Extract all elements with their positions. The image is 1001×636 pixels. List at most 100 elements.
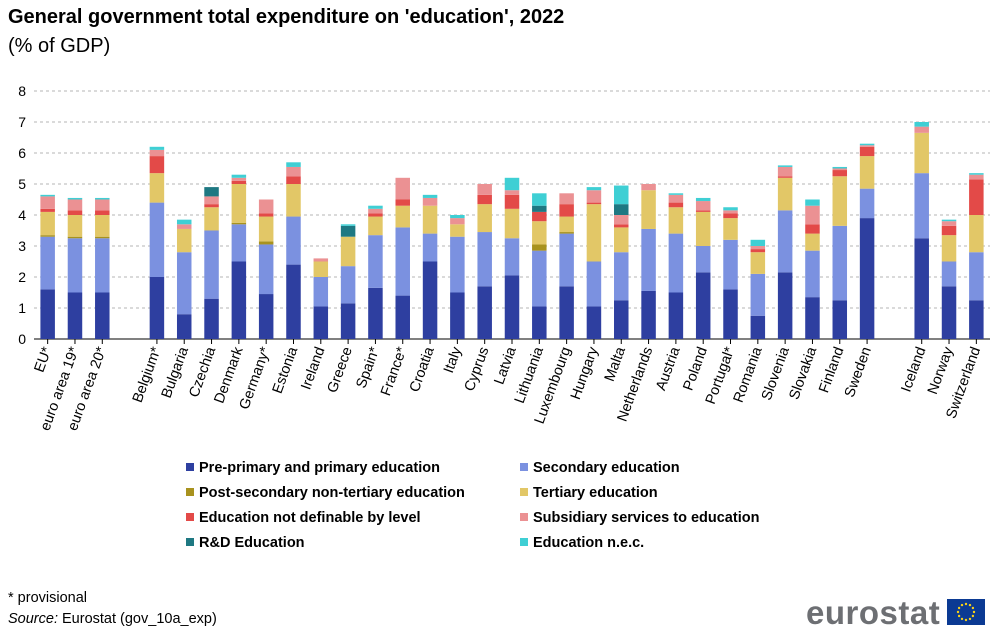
- x-tick-label: Iceland: [898, 345, 929, 394]
- bar-segment: [149, 146, 165, 150]
- bar-segment: [286, 264, 301, 339]
- bar-segment: [859, 218, 875, 339]
- bar-segment: [614, 300, 629, 339]
- bar-segment: [395, 227, 410, 296]
- bar-segment: [532, 193, 547, 206]
- bar-segment: [395, 199, 410, 206]
- bar-segment: [668, 207, 684, 234]
- bar-segment: [723, 213, 738, 219]
- bar-segment: [532, 250, 547, 307]
- bar-segment: [668, 202, 684, 208]
- bar-segment: [914, 126, 929, 133]
- bar-segment: [67, 199, 83, 211]
- legend-item-subsidiary: Subsidiary services to education: [520, 510, 759, 526]
- bar-segment: [176, 252, 192, 315]
- bar-segment: [668, 193, 684, 195]
- x-tick-label: Sweden: [842, 345, 875, 400]
- bar-segment: [586, 204, 602, 262]
- bar-segment: [750, 273, 766, 316]
- bar-segment: [422, 205, 438, 234]
- bar-segment: [149, 173, 165, 203]
- bar-segment: [450, 224, 465, 237]
- bar-segment: [477, 184, 492, 195]
- bar-segment: [614, 224, 629, 228]
- bar-segment: [586, 306, 602, 339]
- bar-segment: [805, 199, 820, 206]
- bar-segment: [941, 235, 957, 262]
- bar-segment: [40, 194, 55, 197]
- y-tick-label: 8: [18, 83, 26, 99]
- legend-item-tertiary: Tertiary education: [520, 485, 658, 501]
- bar-segment: [450, 292, 465, 339]
- bar-segment: [422, 233, 438, 262]
- bar-segment: [504, 208, 520, 239]
- x-tick-label: France*: [378, 345, 411, 399]
- bar-segment: [40, 208, 55, 212]
- bar-segment: [969, 252, 984, 301]
- y-tick-label: 6: [18, 145, 26, 161]
- bar-segment: [969, 179, 984, 215]
- bar-segment: [204, 187, 219, 197]
- bar-segment: [40, 236, 55, 290]
- legend-swatch: [520, 463, 528, 471]
- bar-segment: [176, 224, 192, 229]
- bar-segment: [941, 221, 957, 226]
- bar-segment: [641, 190, 656, 229]
- bar-segment: [149, 156, 165, 174]
- bar-segment: [368, 287, 383, 339]
- legend-swatch: [186, 488, 194, 496]
- bar-segment: [969, 215, 984, 253]
- bar-segment: [504, 194, 520, 209]
- legend-swatch: [186, 463, 194, 471]
- bar-segment: [204, 207, 219, 231]
- x-tick-label: Greece: [325, 345, 356, 395]
- bar-segment: [777, 165, 793, 167]
- legend-label: Education not definable by level: [199, 510, 421, 526]
- bar-segment: [313, 258, 329, 262]
- bar-segment: [832, 170, 848, 177]
- bar-segment: [614, 204, 629, 215]
- y-tick-label: 0: [18, 331, 26, 347]
- bar-segment: [258, 244, 274, 295]
- bar-segment: [368, 205, 383, 209]
- legend-item-not-definable: Education not definable by level: [186, 510, 421, 526]
- bar-segment: [149, 149, 165, 157]
- bar-segment: [586, 202, 602, 205]
- y-tick-label: 1: [18, 300, 26, 316]
- legend-swatch: [520, 488, 528, 496]
- bar-segment: [67, 215, 83, 237]
- y-tick-label: 2: [18, 269, 26, 285]
- bar-segment: [149, 202, 165, 277]
- x-tick-label: Poland: [680, 345, 710, 393]
- bar-segment: [286, 162, 301, 167]
- bar-segment: [95, 199, 110, 211]
- bar-segment: [477, 204, 492, 233]
- bar-segment: [668, 194, 684, 203]
- bar-segment: [40, 235, 55, 237]
- bar-segment: [40, 196, 55, 209]
- legend-swatch: [186, 513, 194, 521]
- bar-segment: [176, 219, 192, 225]
- bar-segment: [286, 176, 301, 184]
- legend-swatch: [520, 538, 528, 546]
- bar-segment: [750, 239, 766, 246]
- x-tick-label: Spain*: [354, 345, 384, 391]
- bar-segment: [832, 168, 848, 171]
- bar-segment: [450, 218, 465, 225]
- bar-segment: [941, 225, 957, 236]
- bar-segment: [395, 177, 410, 200]
- bar-segment: [859, 143, 875, 146]
- bar-segment: [750, 246, 766, 250]
- bar-segment: [422, 194, 438, 198]
- bar-segment: [641, 290, 656, 339]
- legend-label: R&D Education: [199, 535, 305, 551]
- bar-segment: [723, 239, 738, 290]
- bar-segment: [614, 227, 629, 253]
- bar-segment: [859, 145, 875, 147]
- bar-segment: [914, 238, 929, 339]
- bar-segment: [559, 193, 574, 205]
- legend-item-nec: Education n.e.c.: [520, 535, 644, 551]
- bar-segment: [504, 190, 520, 195]
- bar-segment: [969, 300, 984, 339]
- chart-subtitle: (% of GDP): [8, 35, 111, 57]
